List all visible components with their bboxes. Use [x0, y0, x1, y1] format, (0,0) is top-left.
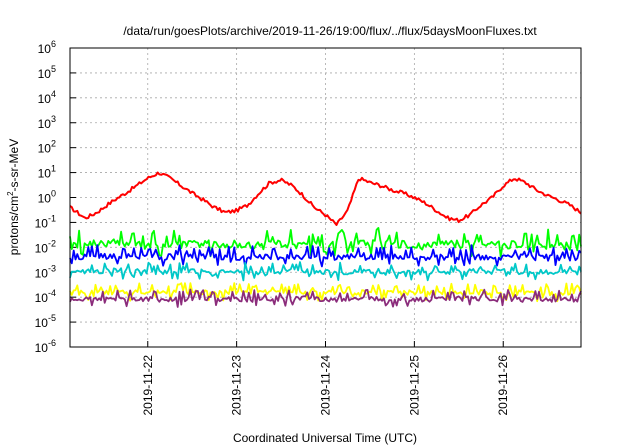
series-line-1 [69, 226, 582, 258]
series-line-5 [69, 288, 582, 308]
y-tick-label: 10-2 [35, 238, 56, 255]
y-tick-label: 106 [38, 39, 56, 56]
y-tick-label: 105 [38, 64, 56, 81]
y-tick-label: 101 [38, 164, 56, 181]
grid [70, 47, 581, 348]
y-tick-label: 103 [38, 114, 56, 131]
x-tick-label: 2019-11-23 [230, 355, 244, 416]
y-tick-label: 10-1 [35, 213, 56, 230]
y-tick-labels: 10-6 10-5 10-4 10-3 10-2 10-1 100 101 102 103 104 1… [35, 39, 56, 355]
series-line-2 [69, 244, 582, 268]
y-tick-label: 10-6 [35, 338, 56, 355]
x-tick-labels: 2019-11-22 2019-11-23 2019-11-24 2019-11-25… [141, 355, 510, 416]
series-layer [69, 171, 582, 308]
series-line-0 [69, 171, 582, 226]
y-tick-label: 10-5 [35, 313, 56, 330]
x-tick-label: 2019-11-26 [496, 355, 510, 416]
y-tick-label: 10-4 [35, 288, 56, 305]
x-tick-label: 2019-11-24 [319, 355, 333, 416]
y-tick-label: 104 [38, 89, 56, 106]
y-tick-label: 100 [38, 189, 56, 206]
x-tick-label: 2019-11-22 [141, 355, 155, 416]
y-tick-label: 10-3 [35, 263, 56, 280]
plot-frame [69, 47, 582, 348]
series-line-3 [69, 261, 582, 282]
chart-title: /data/run/goesPlots/archive/2019-11-26/1… [123, 24, 537, 38]
x-tick-label: 2019-11-25 [407, 355, 421, 416]
x-axis-label: Coordinated Universal Time (UTC) [233, 431, 417, 445]
y-axis-label: protons/cm2-s-sr-MeV [6, 139, 21, 255]
series-line-4 [69, 282, 582, 303]
y-tick-label: 102 [38, 139, 56, 156]
